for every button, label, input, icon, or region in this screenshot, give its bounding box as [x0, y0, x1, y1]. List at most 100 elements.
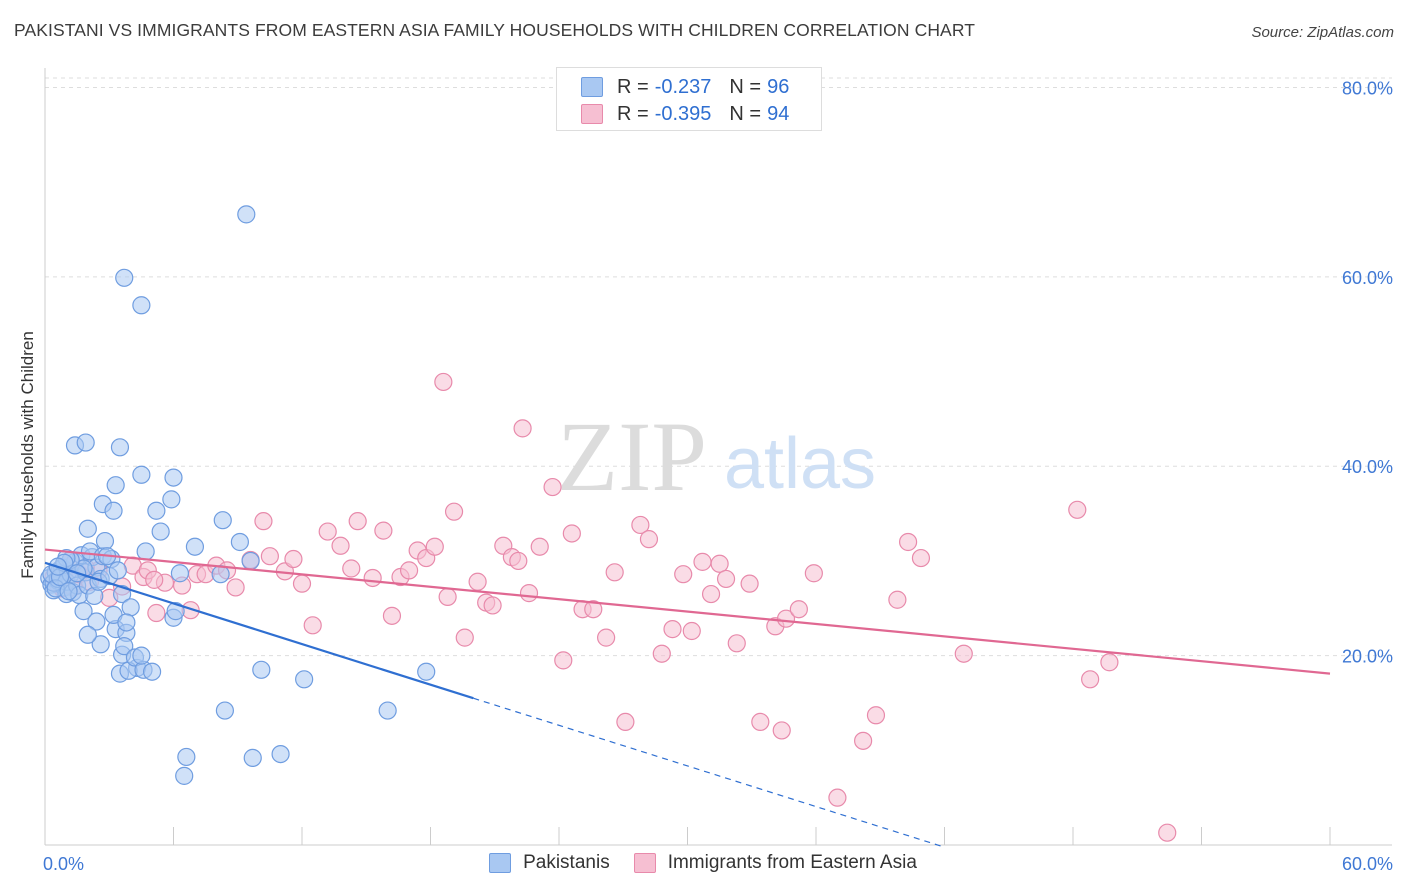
data-point	[145, 570, 164, 589]
data-point	[693, 552, 712, 571]
data-point	[911, 548, 931, 568]
data-point	[121, 598, 140, 617]
data-point	[237, 205, 256, 224]
data-point	[468, 572, 487, 591]
legend-item-immigrants[interactable]: Immigrants from Eastern Asia	[633, 852, 917, 874]
data-point	[243, 748, 262, 767]
data-point	[151, 522, 170, 541]
data-point	[616, 712, 635, 732]
data-point	[597, 628, 616, 647]
data-point	[898, 532, 918, 552]
data-point	[716, 569, 736, 589]
series-pakistanis	[40, 205, 436, 785]
data-point	[682, 621, 701, 641]
data-point	[425, 537, 444, 556]
watermark-zip: ZIP	[557, 401, 707, 512]
data-point	[789, 600, 808, 619]
data-point	[230, 532, 249, 552]
y-tick-label: 40.0%	[1342, 457, 1393, 477]
y-tick-label: 20.0%	[1342, 647, 1393, 667]
trend-line-pakistanis	[44, 561, 474, 700]
data-point	[132, 296, 151, 315]
data-point	[1158, 823, 1177, 842]
data-point	[254, 512, 273, 531]
chart-title: PAKISTANI VS IMMIGRANTS FROM EASTERN ASI…	[14, 20, 976, 40]
data-point	[455, 628, 474, 647]
data-point	[147, 501, 166, 520]
data-point	[562, 524, 581, 543]
watermark-atlas: atlas	[724, 424, 876, 504]
data-point	[543, 477, 562, 497]
data-point	[177, 747, 196, 767]
legend-swatch-blue	[581, 77, 603, 97]
data-point	[226, 578, 245, 597]
data-point	[78, 519, 97, 538]
data-point	[363, 568, 382, 588]
x-tick-label: 60.0%	[1342, 854, 1393, 874]
data-point	[175, 766, 194, 785]
series-legend: Pakistanis Immigrants from Eastern Asia	[0, 852, 1406, 874]
data-point	[652, 644, 671, 663]
data-point	[751, 712, 770, 732]
data-point	[215, 701, 234, 720]
data-point	[374, 521, 393, 540]
data-point	[132, 646, 151, 665]
tick-labels: 20.0% 40.0% 60.0% 80.0% 0.0% 60.0%	[43, 78, 1393, 874]
data-point	[271, 744, 290, 764]
data-point	[76, 433, 95, 452]
data-point	[166, 602, 185, 621]
data-point	[95, 531, 115, 551]
y-axis-title: Family Households with Children	[18, 331, 37, 579]
data-point	[888, 590, 907, 609]
r-label: R =	[617, 75, 649, 98]
data-point	[170, 564, 190, 583]
trend-line-immigrants	[44, 548, 1331, 675]
data-point	[530, 537, 549, 556]
n-value: 94	[767, 102, 790, 125]
n-label: N =	[729, 75, 762, 98]
data-point	[303, 616, 322, 635]
legend-swatch-pink	[581, 104, 603, 124]
data-point	[108, 561, 127, 580]
data-point	[740, 574, 759, 593]
data-point	[727, 634, 746, 653]
data-point	[342, 559, 361, 578]
data-point	[1100, 653, 1119, 672]
axes	[44, 68, 1392, 846]
data-point	[854, 731, 873, 750]
data-point	[74, 602, 93, 621]
data-point	[104, 501, 123, 520]
data-point	[513, 419, 532, 438]
data-point	[776, 609, 796, 628]
x-tick-label: 0.0%	[43, 854, 84, 874]
data-point	[132, 465, 151, 484]
data-point	[213, 511, 232, 530]
data-point	[292, 574, 312, 593]
data-point	[136, 542, 155, 561]
data-point	[117, 613, 136, 632]
legend-swatch-pink	[633, 853, 656, 873]
data-point	[631, 515, 650, 535]
data-point	[483, 596, 502, 615]
data-point	[142, 662, 162, 681]
trend-line-pakistanis-extension	[473, 697, 945, 848]
data-point	[115, 637, 134, 656]
data-point	[378, 701, 397, 720]
data-point	[584, 600, 603, 619]
legend-item-pakistanis[interactable]: Pakistanis	[489, 852, 610, 874]
r-value: -0.237	[654, 75, 712, 98]
data-point	[295, 670, 314, 689]
r-value: -0.395	[654, 102, 712, 125]
data-point	[260, 547, 279, 566]
data-point	[106, 476, 125, 495]
data-point	[1068, 500, 1087, 519]
data-point	[87, 612, 106, 631]
y-tick-label: 60.0%	[1342, 268, 1393, 288]
watermark: ZIP atlas	[557, 401, 876, 512]
data-point	[399, 561, 419, 580]
data-point	[382, 606, 402, 625]
legend-label: Pakistanis	[523, 852, 610, 873]
legend-row-pakistanis: R = -0.237 N = 96	[581, 74, 789, 100]
data-point	[605, 563, 624, 582]
stats-legend: R = -0.237 N = 96 R = -0.395 N = 94	[556, 67, 822, 131]
